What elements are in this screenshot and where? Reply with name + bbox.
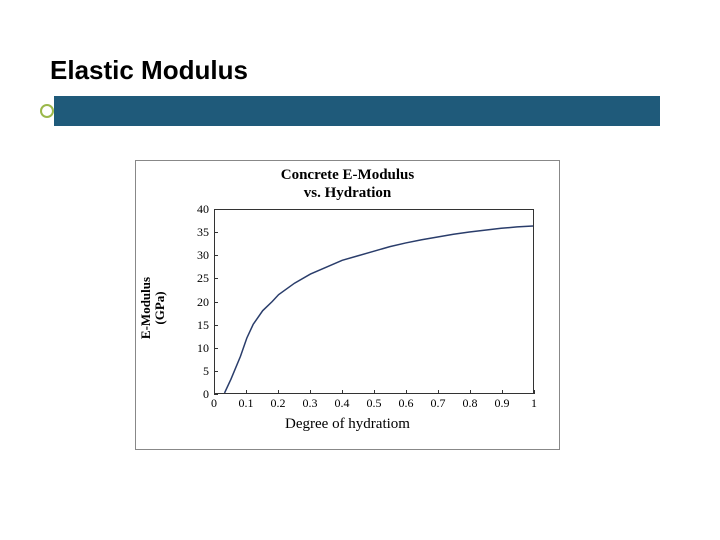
x-tick-mark [534,390,535,394]
slide-title: Elastic Modulus [50,55,248,86]
x-tick-label: 1 [519,397,549,409]
title-bar [40,96,660,126]
x-tick-mark [246,390,247,394]
y-axis-label-wrap: E-Modulus (GPa) [138,209,166,394]
x-tick-label: 0.5 [359,397,389,409]
y-tick-mark [214,394,218,395]
y-tick-label: 30 [179,249,209,261]
y-tick-label: 40 [179,203,209,215]
x-tick-mark [374,390,375,394]
y-tick-mark [214,371,218,372]
chart-title-line1: Concrete E-Modulus [136,167,559,184]
x-tick-label: 0.8 [455,397,485,409]
y-tick-label: 20 [179,296,209,308]
x-tick-mark [470,390,471,394]
x-tick-label: 0.1 [231,397,261,409]
y-tick-mark [214,278,218,279]
y-tick-mark [214,255,218,256]
x-tick-mark [310,390,311,394]
y-tick-mark [214,232,218,233]
y-tick-mark [214,325,218,326]
x-tick-label: 0.3 [295,397,325,409]
line-curve [215,210,533,393]
x-tick-mark [406,390,407,394]
y-axis-label-line1: E-Modulus [138,277,153,339]
y-tick-label: 5 [179,365,209,377]
x-tick-label: 0.4 [327,397,357,409]
y-tick-mark [214,348,218,349]
y-tick-mark [214,209,218,210]
y-tick-mark [214,302,218,303]
y-axis-label-line2: (GPa) [152,291,167,324]
accent-bar [54,96,660,126]
x-tick-label: 0.7 [423,397,453,409]
x-tick-label: 0.2 [263,397,293,409]
x-tick-label: 0.9 [487,397,517,409]
x-tick-mark [214,390,215,394]
y-tick-label: 35 [179,226,209,238]
x-tick-mark [502,390,503,394]
x-tick-mark [342,390,343,394]
chart-title-line2: vs. Hydration [136,185,559,202]
x-tick-label: 0.6 [391,397,421,409]
y-tick-label: 10 [179,342,209,354]
y-tick-label: 25 [179,272,209,284]
bullet-icon [40,104,54,118]
y-tick-label: 15 [179,319,209,331]
x-tick-mark [278,390,279,394]
x-tick-label: 0 [199,397,229,409]
x-tick-mark [438,390,439,394]
chart-container: Concrete E-Modulus vs. Hydration E-Modul… [135,160,560,450]
x-axis-label: Degree of hydratiom [136,416,559,433]
y-axis-label: E-Modulus (GPa) [139,218,167,398]
plot-area [214,209,534,394]
